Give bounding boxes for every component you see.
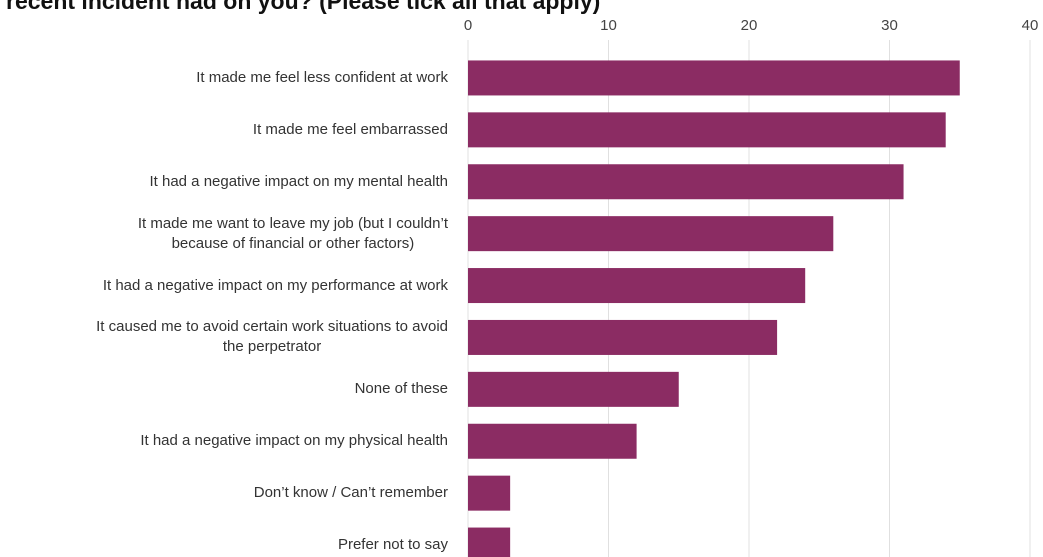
bar [468, 527, 511, 557]
y-label-box: It made me feel less confident at work [0, 53, 448, 103]
x-tick-label: 0 [464, 17, 472, 34]
bar [468, 423, 637, 459]
bar [468, 164, 904, 200]
y-label-box: It made me want to leave my job (but I c… [0, 209, 448, 259]
bar [468, 112, 946, 148]
y-tick-label: It had a negative impact on my performan… [102, 276, 448, 294]
y-tick-label: Prefer not to say [337, 536, 448, 554]
y-label-box: It had a negative impact on my mental he… [0, 157, 448, 207]
x-tick-label: 20 [741, 17, 758, 34]
y-tick-label: It caused me to avoid certain work situa… [96, 318, 448, 356]
bar [468, 268, 806, 304]
y-label-box: It made me feel embarrassed [0, 105, 448, 155]
y-label-box: It had a negative impact on my physical … [0, 416, 448, 466]
y-label-box: It had a negative impact on my performan… [0, 261, 448, 311]
y-label-box: It caused me to avoid certain work situa… [0, 312, 448, 362]
y-label-box: None of these [0, 364, 448, 414]
bar [468, 60, 960, 96]
y-tick-label: It had a negative impact on my mental he… [149, 172, 448, 190]
y-tick-label: Don’t know / Can’t remember [253, 484, 448, 502]
bar [468, 371, 679, 407]
chart-title: recent incident had on you? (Please tick… [6, 0, 601, 14]
y-tick-label: It had a negative impact on my physical … [140, 432, 448, 450]
x-tick-label: 40 [1022, 17, 1039, 34]
y-label-box: Don’t know / Can’t remember [0, 468, 448, 518]
y-tick-label: It made me feel less confident at work [196, 68, 448, 86]
bar [468, 475, 511, 511]
bar [468, 216, 834, 252]
y-label-box: Prefer not to say [0, 520, 448, 557]
y-tick-label: It made me want to leave my job (but I c… [137, 214, 448, 252]
y-tick-label: It made me feel embarrassed [252, 120, 448, 138]
y-tick-label: None of these [354, 380, 448, 398]
x-tick-label: 30 [881, 17, 898, 34]
x-tick-label: 10 [600, 17, 617, 34]
bar [468, 319, 778, 355]
